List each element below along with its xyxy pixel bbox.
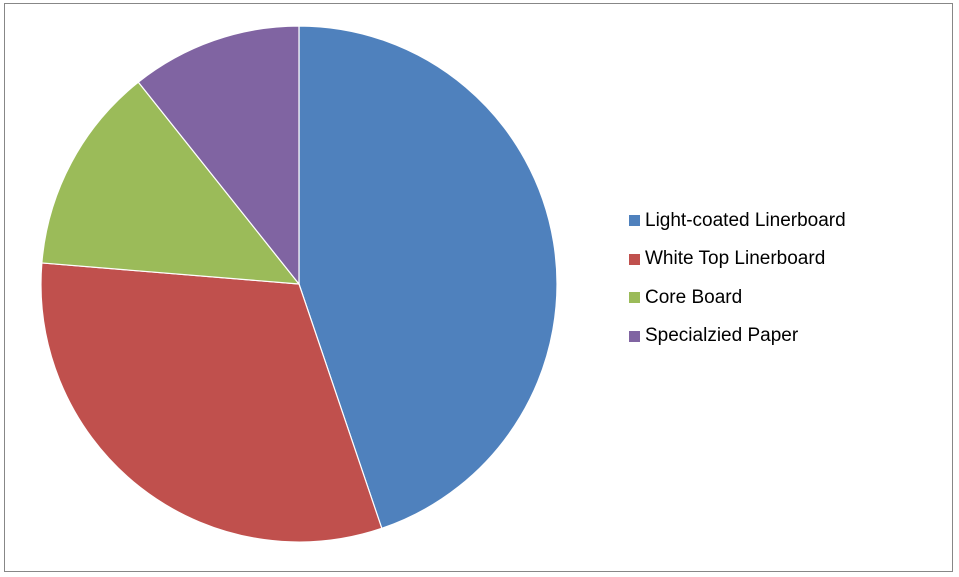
pie-slice-specialzied-paper bbox=[137, 25, 300, 285]
legend-label: Core Board bbox=[645, 286, 743, 308]
legend-item-light-coated-linerboard: Light-coated Linerboard bbox=[629, 209, 846, 232]
legend-label: Specialzied Paper bbox=[645, 325, 799, 346]
pie-slice-white-top-linerboard bbox=[40, 262, 383, 543]
chart-area: Light-coated Linerboard White Top Linerbo… bbox=[4, 3, 953, 572]
pie-chart bbox=[40, 25, 558, 543]
pie-slices bbox=[40, 25, 558, 543]
legend-item-core-board: Core Board bbox=[629, 286, 846, 309]
legend: Light-coated Linerboard White Top Linerbo… bbox=[629, 209, 846, 363]
legend-swatch bbox=[629, 330, 640, 342]
pie-slice-light-coated-linerboard bbox=[298, 25, 558, 529]
legend-swatch bbox=[629, 292, 640, 303]
legend-swatch bbox=[629, 215, 640, 226]
legend-swatch bbox=[629, 253, 640, 265]
legend-label: White Top Linerboard bbox=[645, 248, 826, 269]
legend-label: Light-coated Linerboard bbox=[645, 209, 846, 231]
legend-item-white-top-linerboard: White Top Linerboard bbox=[629, 248, 846, 271]
pie-slice-core-board bbox=[41, 81, 300, 285]
legend-item-specialzied-paper: Specialzied Paper bbox=[629, 325, 846, 348]
